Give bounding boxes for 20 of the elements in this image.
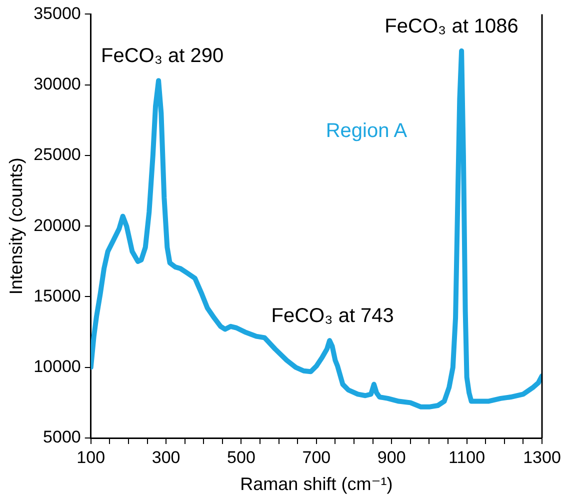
x-tick-label: 700 — [302, 448, 331, 467]
x-tick-label: 300 — [152, 448, 180, 467]
annotation: FeCO₃ at 743 — [271, 305, 394, 328]
y-tick-label: 5000 — [43, 428, 81, 447]
y-tick-label: 25000 — [34, 145, 81, 164]
annotation: FeCO₃ at 290 — [100, 45, 224, 68]
x-tick-label: 1100 — [448, 448, 486, 467]
x-tick-label: 500 — [227, 448, 256, 467]
y-tick-label: 35000 — [34, 4, 81, 23]
annotation: Region A — [326, 120, 408, 142]
x-tick-label: 1300 — [523, 448, 561, 467]
y-tick-label: 10000 — [34, 357, 81, 376]
annotation: FeCO₃ at 1086 — [384, 15, 518, 38]
x-axis-title: Raman shift (cm⁻¹) — [240, 474, 393, 494]
y-tick-label: 20000 — [34, 216, 81, 235]
x-tick-label: 100 — [76, 448, 106, 467]
x-tick-label: 900 — [377, 448, 406, 467]
y-tick-label: 30000 — [34, 74, 81, 94]
y-axis-title: Intensity (counts) — [6, 158, 26, 295]
y-tick-label: 15000 — [34, 286, 81, 306]
